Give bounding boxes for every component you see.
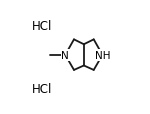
Text: N: N (61, 50, 69, 60)
Text: HCl: HCl (32, 83, 52, 96)
Text: NH: NH (95, 50, 110, 60)
Text: HCl: HCl (32, 19, 52, 32)
